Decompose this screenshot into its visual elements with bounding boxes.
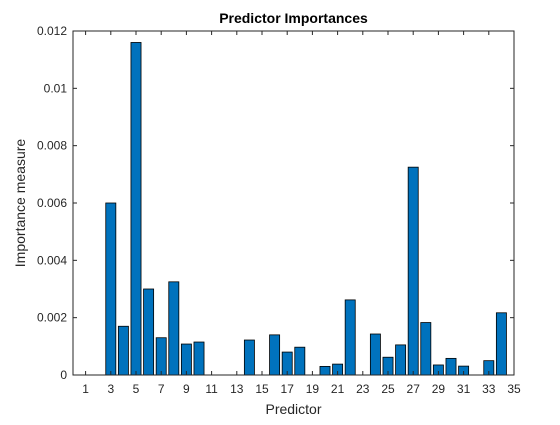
bar-predictor-7: [155, 337, 167, 376]
bar-predictor-26: [395, 344, 407, 376]
x-tick-label: 3: [107, 382, 114, 396]
x-tick-label: 13: [230, 382, 244, 396]
y-tick-label: 0.008: [37, 139, 67, 153]
x-ticks-group: 1 3 5 7 9 11 13 15 17 19 21 23 25 27 29 31 33 35: [82, 31, 521, 396]
y-tick-label: 0: [60, 368, 67, 382]
bar-predictor-10: [193, 341, 205, 376]
bar-predictor-20: [319, 365, 331, 376]
y-tick-label: 0.012: [37, 24, 67, 38]
bar-predictor-22: [344, 299, 356, 376]
x-tick-label: 9: [183, 382, 190, 396]
x-tick-label: 19: [306, 382, 320, 396]
bar-predictor-18: [294, 346, 306, 376]
x-tick-label: 35: [507, 382, 521, 396]
y-tick-label: 0.002: [37, 311, 67, 325]
y-ticks-group: 0 0.002 0.004 0.006 0.008 0.01 0.012: [37, 24, 514, 382]
x-tick-label: 17: [281, 382, 295, 396]
x-tick-label: 31: [457, 382, 471, 396]
chart-title: Predictor Importances: [219, 10, 368, 26]
bar-predictor-28: [420, 322, 432, 376]
x-tick-label: 5: [133, 382, 140, 396]
bar-predictor-8: [168, 281, 180, 376]
bars-group: [105, 42, 507, 376]
bar-predictor-14: [243, 339, 255, 376]
x-tick-label: 27: [407, 382, 421, 396]
bar-predictor-9: [180, 343, 192, 376]
x-tick-label: 15: [255, 382, 269, 396]
y-tick-label: 0.01: [44, 81, 68, 95]
x-tick-label: 33: [482, 382, 496, 396]
bar-predictor-30: [445, 357, 457, 376]
x-axis-label: Predictor: [265, 401, 321, 417]
bar-predictor-5: [130, 42, 142, 376]
bar-predictor-24: [369, 333, 381, 376]
x-tick-label: 7: [158, 382, 165, 396]
bar-predictor-16: [269, 334, 281, 376]
x-tick-label: 1: [82, 382, 89, 396]
bar-predictor-4: [117, 325, 129, 376]
x-tick-label: 25: [381, 382, 395, 396]
y-tick-label: 0.004: [37, 253, 67, 267]
y-axis-label: Importance measure: [12, 139, 28, 268]
x-tick-label: 21: [331, 382, 345, 396]
bar-predictor-6: [143, 288, 155, 376]
bar-predictor-34: [495, 312, 507, 376]
y-tick-label: 0.006: [37, 196, 67, 210]
x-tick-label: 23: [356, 382, 370, 396]
bar-predictor-27: [407, 166, 419, 376]
bar-predictor-3: [105, 202, 117, 376]
x-tick-label: 29: [432, 382, 446, 396]
x-tick-label: 11: [205, 382, 218, 396]
